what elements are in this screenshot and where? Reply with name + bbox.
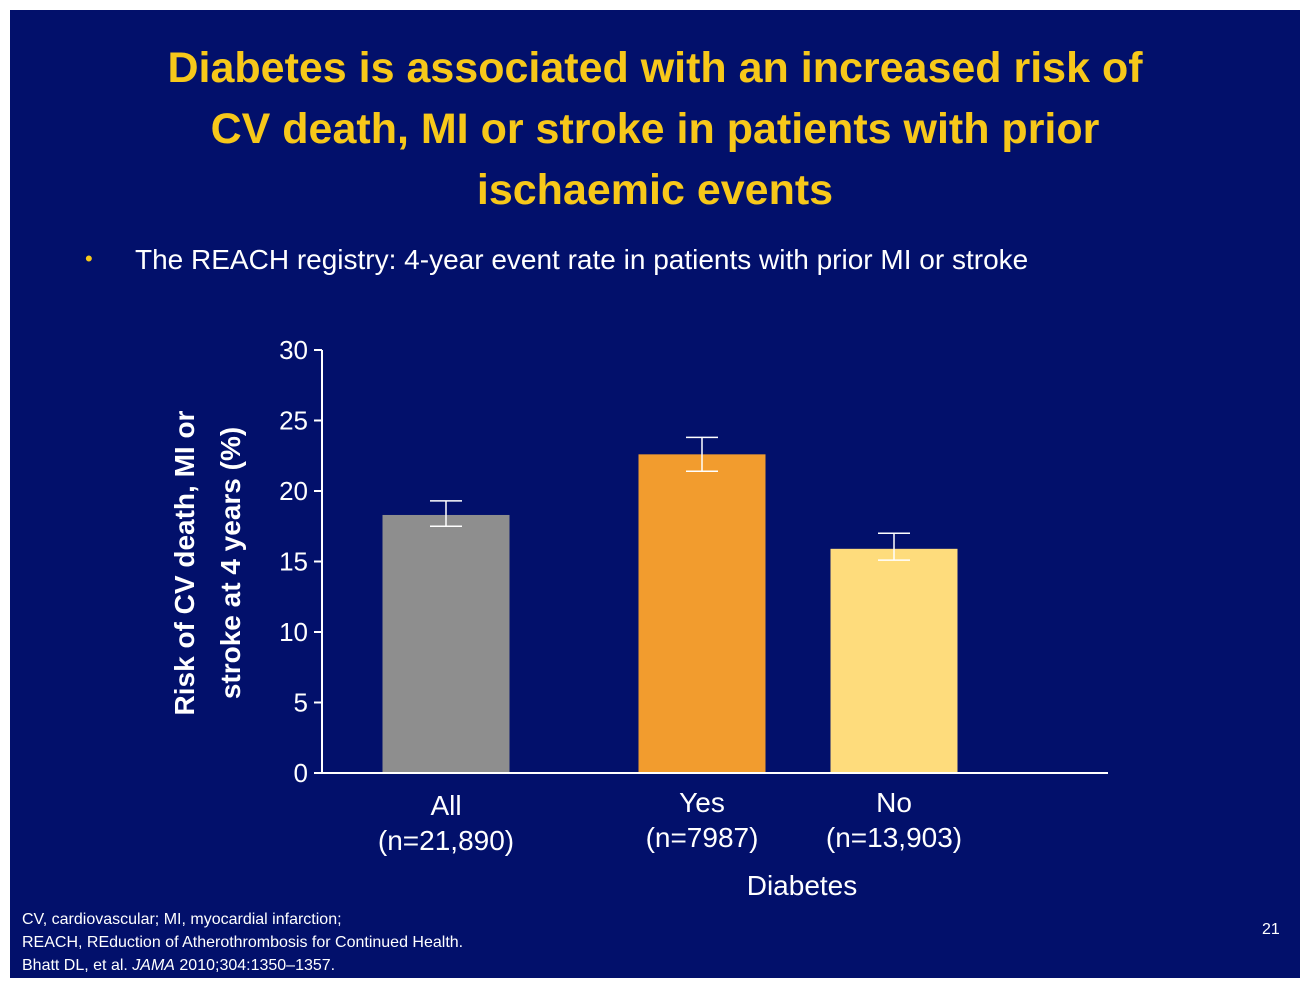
title-line-2: CV death, MI or stroke in patients with …: [210, 105, 1100, 153]
citation-journal: JAMA: [132, 957, 175, 974]
y-tick-label: 20: [279, 476, 308, 506]
y-axis-label-line-1: Risk of CV death, MI or: [169, 410, 200, 715]
bar-no: [830, 548, 958, 773]
bullet-marker: •: [85, 246, 93, 271]
category-n-label: (n=13,903): [826, 822, 962, 853]
slide-title: Diabetes is associated with an increased…: [0, 38, 1310, 221]
y-tick-label: 25: [279, 406, 308, 436]
y-tick-label: 5: [294, 688, 308, 718]
title-line-1: Diabetes is associated with an increased…: [167, 44, 1143, 92]
bar-yes: [638, 454, 766, 773]
x-axis-label: Diabetes: [747, 870, 858, 901]
y-tick-label: 0: [294, 758, 308, 788]
category-label: No: [876, 787, 912, 818]
footnote-line-1: CV, cardiovascular; MI, myocardial infar…: [22, 911, 342, 928]
category-n-label: (n=7987): [646, 822, 759, 853]
page-number: 21: [1262, 921, 1280, 938]
citation: Bhatt DL, et al. JAMA 2010;304:1350–1357…: [22, 954, 463, 977]
category-label: Yes: [679, 787, 725, 818]
category-label: All: [430, 790, 461, 821]
citation-authors: Bhatt DL, et al.: [22, 957, 133, 974]
category-n-label: (n=21,890): [378, 825, 514, 856]
bar-all: [382, 514, 510, 773]
y-tick-label: 10: [279, 617, 308, 647]
footnote-line-2: REACH, REduction of Atherothrombosis for…: [22, 934, 464, 951]
citation-details: 2010;304:1350–1357.: [174, 957, 336, 974]
y-axis-label-line-2: stroke at 4 years (%): [215, 427, 246, 699]
footnote: CV, cardiovascular; MI, myocardial infar…: [22, 908, 463, 977]
bullet-text: The REACH registry: 4-year event rate in…: [135, 244, 1029, 275]
title-line-3: ischaemic events: [476, 166, 834, 214]
bullet-point: • The REACH registry: 4-year event rate i…: [85, 244, 1028, 276]
y-tick-label: 15: [279, 547, 308, 577]
y-tick-label: 30: [279, 335, 308, 365]
